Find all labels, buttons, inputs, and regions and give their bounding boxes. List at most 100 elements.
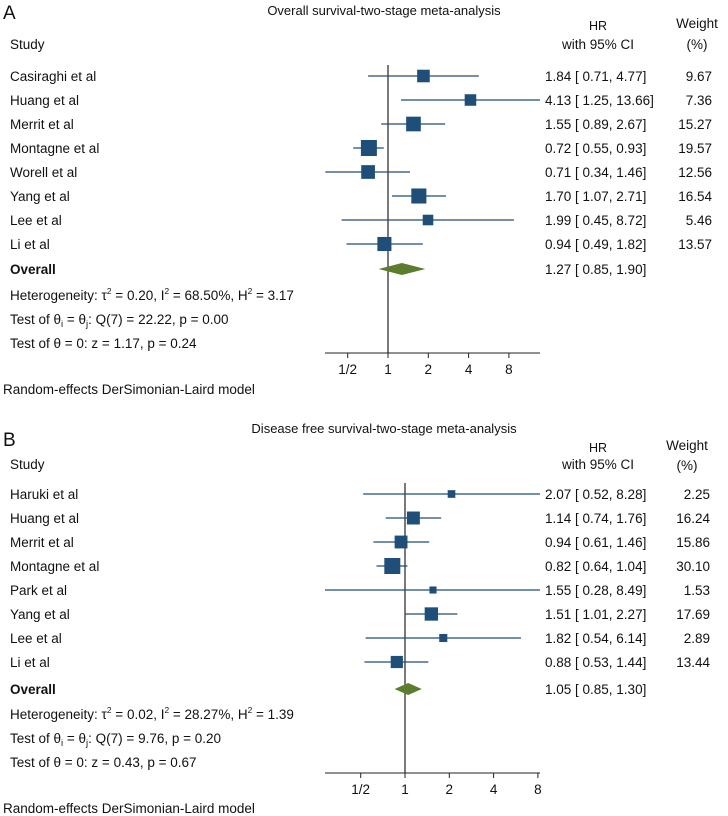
- het-sup: 2: [164, 705, 169, 715]
- study-column-header: Study: [10, 37, 45, 52]
- x-axis-tick-label: 4: [490, 782, 498, 797]
- x-axis-tick-label: 2: [425, 362, 433, 377]
- study-weight: 30.10: [676, 559, 710, 574]
- study-weight: 13.57: [678, 237, 712, 252]
- study-hr-ci: 1.70 [ 1.07, 2.71]: [545, 189, 646, 204]
- hr-ci-column-header: with 95% CI: [561, 37, 634, 52]
- het-h: , H: [230, 707, 247, 722]
- weight-column-header: Weight: [666, 438, 708, 453]
- study-hr-ci: 1.55 [ 0.28, 8.49]: [545, 583, 646, 598]
- study-name: Lee et al: [10, 213, 62, 228]
- h2-value: 1.39: [268, 707, 294, 722]
- study-weight: 13.44: [676, 655, 710, 670]
- overall-hr-ci: 1.05 [ 0.85, 1.30]: [545, 682, 646, 697]
- sub-i: i: [61, 319, 63, 330]
- i2-value: 28.27%: [185, 707, 231, 722]
- z-value: 0.43: [114, 755, 140, 770]
- overall-hr-ci: 1.27 [ 0.85, 1.90]: [545, 262, 646, 277]
- study-effect-marker: [394, 535, 408, 549]
- study-effect-marker: [447, 490, 456, 498]
- q-p-value: 0.00: [202, 312, 228, 327]
- study-name: Li et al: [10, 237, 50, 252]
- x-axis-tick-label: 8: [534, 782, 542, 797]
- study-name: Li et al: [10, 655, 50, 670]
- study-hr-ci: 0.94 [ 0.61, 1.46]: [545, 535, 646, 550]
- hr-column-header: HR: [589, 441, 607, 455]
- het-sup: 2: [107, 286, 112, 296]
- homogeneity-test: Test of θi = θj: Q(7) = 9.76, p = 0.20: [10, 731, 221, 749]
- het-eq: =: [112, 707, 127, 722]
- study-name: Lee et al: [10, 631, 62, 646]
- study-weight: 17.69: [676, 607, 710, 622]
- study-effect-marker: [361, 165, 375, 179]
- study-hr-ci: 4.13 [ 1.25, 13.66]: [545, 93, 654, 108]
- study-effect-marker: [360, 140, 377, 156]
- i2-value: 68.50%: [185, 288, 231, 303]
- z-prefix: Test of θ = 0: z =: [10, 755, 114, 770]
- overall-effect-test: Test of θ = 0: z = 0.43, p = 0.67: [10, 755, 197, 770]
- z-value: 1.17: [114, 336, 140, 351]
- test-eq: ) =: [118, 312, 138, 327]
- het-eq: =: [169, 288, 184, 303]
- study-name: Haruki et al: [10, 487, 78, 502]
- q-p-value: 0.20: [195, 731, 221, 746]
- study-column-header: Study: [10, 457, 45, 472]
- study-weight: 19.57: [678, 141, 712, 156]
- forest-panel-a: A Overall survival-two-stage meta-analysi…: [3, 3, 718, 397]
- q-value: 9.76: [138, 731, 164, 746]
- het-eq: =: [169, 707, 184, 722]
- study-hr-ci: 1.55 [ 0.89, 2.67]: [545, 117, 646, 132]
- study-effect-marker: [422, 214, 434, 226]
- study-name: Casiraghi et al: [10, 69, 96, 84]
- heterogeneity-stats: Heterogeneity: τ2 = 0.02, I2 = 28.27%, H…: [10, 705, 294, 722]
- panel-label: A: [3, 3, 16, 24]
- test-eq: = θ: [63, 731, 86, 746]
- overall-diamond: [378, 263, 426, 275]
- study-name: Yang et al: [10, 607, 70, 622]
- hr-column-header: HR: [589, 19, 607, 33]
- study-effect-marker: [411, 188, 427, 204]
- x-axis-tick-label: 1: [401, 782, 409, 797]
- heterogeneity-stats: Heterogeneity: τ2 = 0.20, I2 = 68.50%, H…: [10, 286, 294, 303]
- x-axis-tick-label: 1: [384, 362, 392, 377]
- overall-diamond: [394, 683, 422, 695]
- x-axis-tick-label: 8: [505, 362, 513, 377]
- hr-ci-column-header: with 95% CI: [561, 457, 634, 472]
- homogeneity-test: Test of θi = θj: Q(7) = 22.22, p = 0.00: [10, 312, 229, 330]
- z-p-value: 0.67: [170, 755, 196, 770]
- study-weight: 5.46: [686, 213, 712, 228]
- study-name: Montagne et al: [10, 141, 99, 156]
- study-hr-ci: 2.07 [ 0.52, 8.28]: [545, 487, 646, 502]
- study-effect-marker: [464, 94, 477, 106]
- z-p-value: 0.24: [170, 336, 197, 351]
- q-value: 22.22: [138, 312, 172, 327]
- sub-j: j: [85, 319, 88, 330]
- sub-j: j: [85, 738, 88, 749]
- forest-panel-b: B Disease free survival-two-stage meta-an…: [3, 421, 710, 816]
- het-i: , I: [153, 288, 164, 303]
- het-h: , H: [230, 288, 247, 303]
- weight-unit-header: (%): [687, 37, 708, 52]
- het-i: , I: [153, 707, 164, 722]
- chart-title: Overall survival-two-stage meta-analysis: [267, 3, 501, 18]
- study-hr-ci: 0.82 [ 0.64, 1.04]: [545, 559, 646, 574]
- het-eq: =: [112, 288, 127, 303]
- study-hr-ci: 1.82 [ 0.54, 6.14]: [545, 631, 646, 646]
- tau2-value: 0.02: [127, 707, 153, 722]
- study-name: Merrit et al: [10, 535, 74, 550]
- test-q: : Q(: [88, 312, 111, 327]
- study-name: Merrit et al: [10, 117, 74, 132]
- het-sup: 2: [107, 705, 112, 715]
- study-effect-marker: [417, 69, 430, 83]
- chart-title: Disease free survival-two-stage meta-ana…: [251, 421, 517, 436]
- study-name: Park et al: [10, 583, 67, 598]
- study-hr-ci: 0.88 [ 0.53, 1.44]: [545, 655, 646, 670]
- study-name: Montagne et al: [10, 559, 99, 574]
- weight-unit-header: (%): [677, 458, 698, 473]
- test-prefix: Test of θ: [10, 731, 61, 746]
- het-prefix: Heterogeneity: τ: [10, 288, 108, 303]
- x-axis-tick-label: 4: [465, 362, 473, 377]
- z-p: , p =: [140, 336, 170, 351]
- test-p: , p =: [164, 731, 194, 746]
